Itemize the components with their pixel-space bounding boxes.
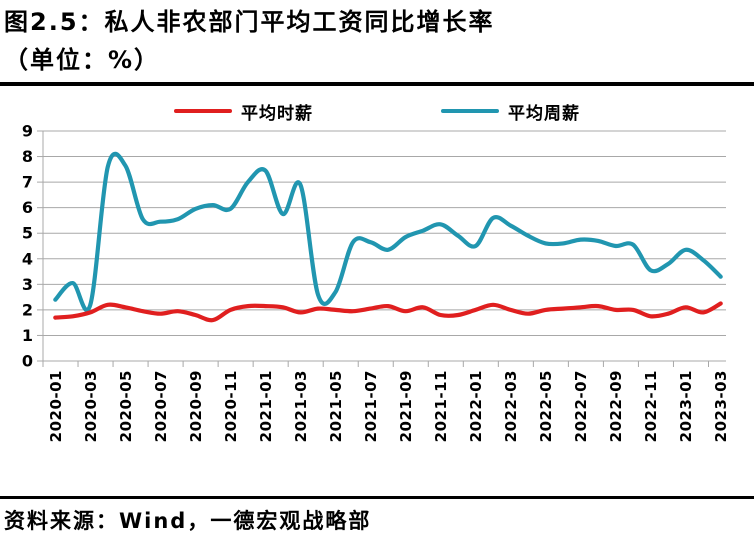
legend-label-hourly: 平均时薪 xyxy=(241,103,313,124)
wage-growth-line-chart: 0 1 2 3 4 5 6 7 8 9 2020-01 2020-03 2020-05 2020-07 20… xyxy=(22,124,730,442)
svg-text:2021-01: 2021-01 xyxy=(257,370,275,442)
svg-text:7: 7 xyxy=(22,173,33,192)
legend-item-weekly-wage: 平均周薪 xyxy=(441,99,580,124)
svg-text:2023-01: 2023-01 xyxy=(677,370,695,442)
svg-text:2021-05: 2021-05 xyxy=(327,370,345,442)
svg-text:2022-09: 2022-09 xyxy=(607,370,625,442)
svg-text:2020-07: 2020-07 xyxy=(152,370,170,442)
svg-text:5: 5 xyxy=(22,224,33,243)
svg-text:2022-05: 2022-05 xyxy=(537,370,555,442)
svg-text:2020-05: 2020-05 xyxy=(117,370,135,442)
svg-text:2: 2 xyxy=(22,300,33,319)
legend-line-sample-hourly xyxy=(174,109,232,113)
figure-unit-label: （单位：%） xyxy=(4,46,161,74)
svg-text:2021-09: 2021-09 xyxy=(397,370,415,442)
legend-label-weekly: 平均周薪 xyxy=(508,103,580,124)
svg-text:2021-11: 2021-11 xyxy=(432,370,450,442)
legend-item-hourly-wage: 平均时薪 xyxy=(174,99,313,124)
svg-text:2020-09: 2020-09 xyxy=(187,370,205,442)
svg-text:2020-11: 2020-11 xyxy=(222,370,240,442)
svg-text:6: 6 xyxy=(22,198,33,217)
svg-text:8: 8 xyxy=(22,147,33,166)
svg-text:2022-07: 2022-07 xyxy=(572,370,590,442)
svg-text:2021-03: 2021-03 xyxy=(292,370,310,442)
figure-title: 图2.5：私人非农部门平均工资同比增长率 xyxy=(4,8,495,36)
source-note: 资料来源：Wind，一德宏观战略部 xyxy=(4,509,372,533)
divider-bottom xyxy=(0,496,754,499)
divider-top xyxy=(0,82,754,86)
legend-line-sample-weekly xyxy=(441,109,499,113)
svg-text:4: 4 xyxy=(22,249,33,268)
chart-legend: 平均时薪 平均周薪 xyxy=(0,99,754,124)
svg-text:2020-01: 2020-01 xyxy=(47,370,65,442)
svg-text:2021-07: 2021-07 xyxy=(362,370,380,442)
svg-text:9: 9 xyxy=(22,124,33,141)
svg-text:2022-11: 2022-11 xyxy=(642,370,660,442)
svg-text:2023-03: 2023-03 xyxy=(712,370,730,442)
svg-text:1: 1 xyxy=(22,326,33,345)
svg-text:2022-01: 2022-01 xyxy=(467,370,485,442)
svg-text:2022-03: 2022-03 xyxy=(502,370,520,442)
svg-text:3: 3 xyxy=(22,275,33,294)
svg-text:0: 0 xyxy=(22,352,33,371)
svg-text:2020-03: 2020-03 xyxy=(82,370,100,442)
